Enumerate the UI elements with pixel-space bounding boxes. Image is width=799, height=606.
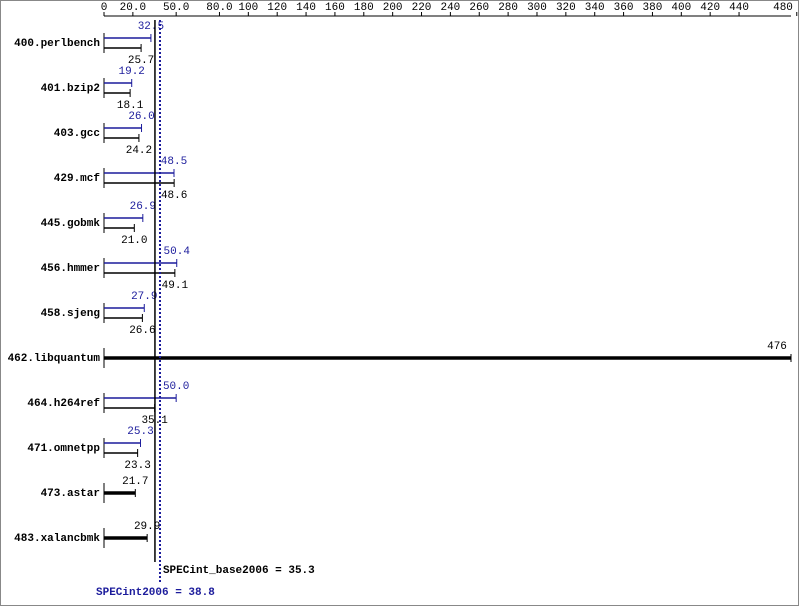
category-label: 483.xalancbmk [14, 533, 100, 545]
reference-label: SPECint2006 = 38.8 [96, 587, 215, 599]
value-label: 32.5 [138, 21, 164, 33]
x-tick-label: 320 [556, 2, 576, 14]
x-tick-label: 180 [354, 2, 374, 14]
value-label: 24.2 [126, 145, 152, 157]
value-label: 25.7 [128, 55, 154, 67]
x-tick-label: 120 [267, 2, 287, 14]
x-tick-label: 340 [585, 2, 605, 14]
category-label: 458.sjeng [41, 308, 100, 320]
reference-label: SPECint_base2006 = 35.3 [163, 565, 315, 577]
x-tick-label: 80.0 [206, 2, 232, 14]
value-label: 26.0 [128, 111, 154, 123]
x-tick-label: 440 [729, 2, 749, 14]
x-tick-label: 140 [296, 2, 316, 14]
x-tick-label: 20.0 [120, 2, 146, 14]
category-label: 462.libquantum [8, 353, 101, 365]
x-tick-label: 0 [101, 2, 108, 14]
x-tick-label: 240 [440, 2, 460, 14]
value-label: 26.6 [129, 325, 155, 337]
category-label: 456.hmmer [41, 263, 100, 275]
x-tick-label: 200 [383, 2, 403, 14]
x-tick-label: 400 [671, 2, 691, 14]
x-tick-label: 160 [325, 2, 345, 14]
x-tick-label: 420 [700, 2, 720, 14]
x-tick-label: 260 [469, 2, 489, 14]
x-tick-label: 100 [238, 2, 258, 14]
x-tick-label: 280 [498, 2, 518, 14]
value-label: 50.4 [164, 246, 191, 258]
category-label: 471.omnetpp [27, 443, 100, 455]
x-tick-label: 220 [412, 2, 432, 14]
value-label: 21.7 [122, 476, 148, 488]
value-label: 19.2 [119, 66, 145, 78]
x-tick-label: 480 [773, 2, 793, 14]
value-label: 21.0 [121, 235, 147, 247]
value-label: 27.9 [131, 291, 157, 303]
category-label: 473.astar [41, 488, 100, 500]
value-label: 29.9 [134, 521, 160, 533]
value-label: 48.5 [161, 156, 187, 168]
value-label: 476 [767, 341, 787, 353]
value-label: 18.1 [117, 100, 144, 112]
x-tick-label: 380 [643, 2, 663, 14]
value-label: 50.0 [163, 381, 189, 393]
category-label: 464.h264ref [27, 398, 100, 410]
x-tick-label: 360 [614, 2, 634, 14]
category-label: 401.bzip2 [41, 83, 100, 95]
value-label: 25.3 [127, 426, 153, 438]
category-label: 403.gcc [54, 128, 100, 140]
category-label: 445.gobmk [41, 218, 101, 230]
x-tick-label: 300 [527, 2, 547, 14]
value-label: 26.9 [130, 201, 156, 213]
category-label: 429.mcf [54, 173, 101, 185]
x-tick-label: 50.0 [163, 2, 189, 14]
value-label: 49.1 [162, 280, 189, 292]
value-label: 23.3 [124, 460, 150, 472]
category-label: 400.perlbench [14, 38, 100, 50]
value-label: 48.6 [161, 190, 187, 202]
